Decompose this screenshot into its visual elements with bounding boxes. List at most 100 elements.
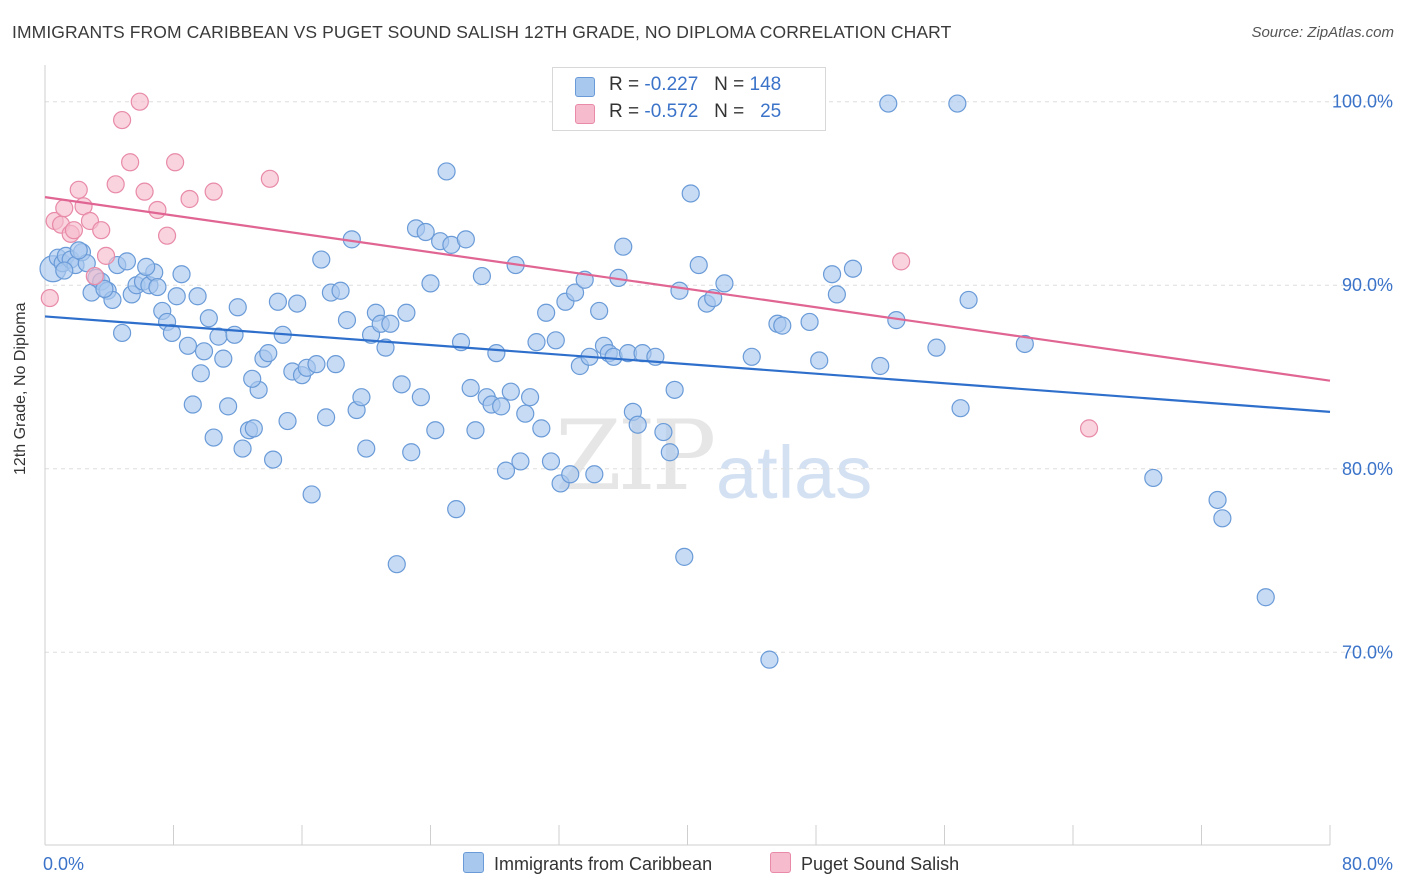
legend-swatch-caribbean — [463, 852, 484, 873]
data-point-caribbean — [268, 292, 288, 311]
data-point-caribbean — [466, 421, 485, 440]
data-point-caribbean — [357, 439, 376, 458]
data-point-caribbean — [590, 301, 609, 321]
legend-swatch-salish — [770, 852, 791, 873]
trend-line-caribbean — [44, 315, 1331, 413]
r-value: -0.227 — [644, 74, 699, 95]
data-point-caribbean — [827, 285, 846, 304]
data-point-caribbean — [148, 277, 167, 297]
data-point-caribbean — [541, 452, 561, 471]
data-point-caribbean — [316, 408, 336, 427]
data-point-caribbean — [520, 388, 540, 407]
x-tick-label: 0.0% — [43, 854, 84, 874]
data-point-caribbean — [77, 254, 96, 273]
data-point-caribbean — [511, 452, 530, 471]
chart-title: IMMIGRANTS FROM CARIBBEAN VS PUGET SOUND… — [12, 22, 952, 42]
data-point-caribbean — [112, 323, 132, 343]
data-point-caribbean — [527, 333, 546, 352]
r-label: R = — [609, 101, 640, 122]
data-point-salish — [112, 110, 132, 130]
source-label: Source: ZipAtlas.com — [1251, 24, 1394, 41]
data-point-caribbean — [492, 397, 511, 416]
data-point-caribbean — [1213, 509, 1232, 528]
data-point-caribbean — [715, 274, 734, 293]
data-point-caribbean — [312, 250, 331, 269]
data-point-salish — [135, 182, 154, 201]
data-point-salish — [64, 221, 84, 240]
data-point-caribbean — [843, 259, 863, 278]
legend-item-caribbean: Immigrants from Caribbean — [463, 852, 712, 875]
data-point-caribbean — [537, 303, 556, 322]
data-point-caribbean — [951, 399, 970, 418]
data-point-caribbean — [183, 395, 202, 414]
data-point-caribbean — [95, 279, 114, 299]
data-point-caribbean — [871, 356, 890, 376]
data-point-caribbean — [352, 388, 371, 407]
data-point-caribbean — [628, 415, 647, 434]
data-point-caribbean — [927, 338, 946, 357]
data-point-caribbean — [55, 261, 74, 280]
data-point-salish — [40, 288, 59, 308]
data-point-caribbean — [948, 94, 967, 113]
legend-swatch-salish — [575, 104, 595, 124]
data-point-caribbean — [681, 184, 700, 203]
data-point-caribbean — [69, 241, 88, 260]
data-point-caribbean — [532, 419, 551, 438]
data-point-caribbean — [402, 443, 421, 462]
data-point-salish — [130, 92, 149, 111]
data-point-salish — [85, 266, 104, 286]
data-point-caribbean — [191, 364, 210, 383]
data-point-salish — [180, 189, 199, 209]
data-point-caribbean — [331, 281, 350, 300]
n-label: N = — [714, 101, 745, 122]
data-point-caribbean — [1208, 490, 1227, 510]
data-point-salish — [106, 175, 125, 194]
data-point-caribbean — [137, 257, 156, 276]
data-point-caribbean — [392, 375, 411, 394]
data-point-caribbean — [496, 461, 516, 480]
watermark-atlas: atlas — [716, 431, 873, 514]
data-point-caribbean — [472, 266, 491, 286]
data-point-caribbean — [167, 287, 186, 306]
data-point-salish — [92, 221, 111, 240]
data-point-caribbean — [959, 290, 978, 310]
data-point-salish — [204, 182, 223, 201]
data-point-caribbean — [800, 312, 819, 332]
data-point-caribbean — [278, 411, 297, 431]
data-point-caribbean — [461, 378, 480, 398]
data-point-caribbean — [660, 443, 679, 462]
data-point-caribbean — [302, 485, 321, 504]
data-point-caribbean — [117, 252, 137, 271]
data-point-caribbean — [689, 255, 708, 275]
data-point-caribbean — [243, 369, 262, 388]
data-point-caribbean — [1144, 468, 1163, 488]
data-point-caribbean — [760, 650, 779, 669]
data-point-salish — [157, 226, 177, 245]
data-point-caribbean — [225, 325, 244, 344]
data-point-caribbean — [416, 222, 435, 242]
data-point-caribbean — [219, 397, 238, 416]
data-point-caribbean — [214, 349, 233, 368]
data-point-caribbean — [565, 283, 585, 302]
y-tick-label: 70.0% — [1342, 642, 1393, 662]
n-label: N = — [714, 74, 745, 95]
data-point-caribbean — [822, 265, 842, 284]
data-point-caribbean — [447, 500, 466, 519]
data-point-caribbean — [199, 309, 218, 328]
data-point-caribbean — [665, 380, 684, 399]
data-point-salish — [1079, 419, 1099, 438]
data-point-caribbean — [516, 404, 535, 423]
data-point-caribbean — [188, 287, 207, 306]
data-point-caribbean — [376, 338, 395, 357]
data-point-salish — [166, 153, 185, 172]
data-point-caribbean — [585, 465, 604, 484]
data-point-caribbean — [546, 331, 565, 350]
data-point-caribbean — [162, 323, 181, 343]
data-point-caribbean — [381, 314, 400, 333]
y-tick-label: 90.0% — [1342, 275, 1393, 295]
y-tick-label: 100.0% — [1332, 92, 1393, 112]
trend-line-salish — [44, 196, 1331, 382]
data-point-caribbean — [337, 311, 357, 330]
data-point-caribbean — [1256, 588, 1275, 607]
data-point-caribbean — [194, 342, 214, 361]
